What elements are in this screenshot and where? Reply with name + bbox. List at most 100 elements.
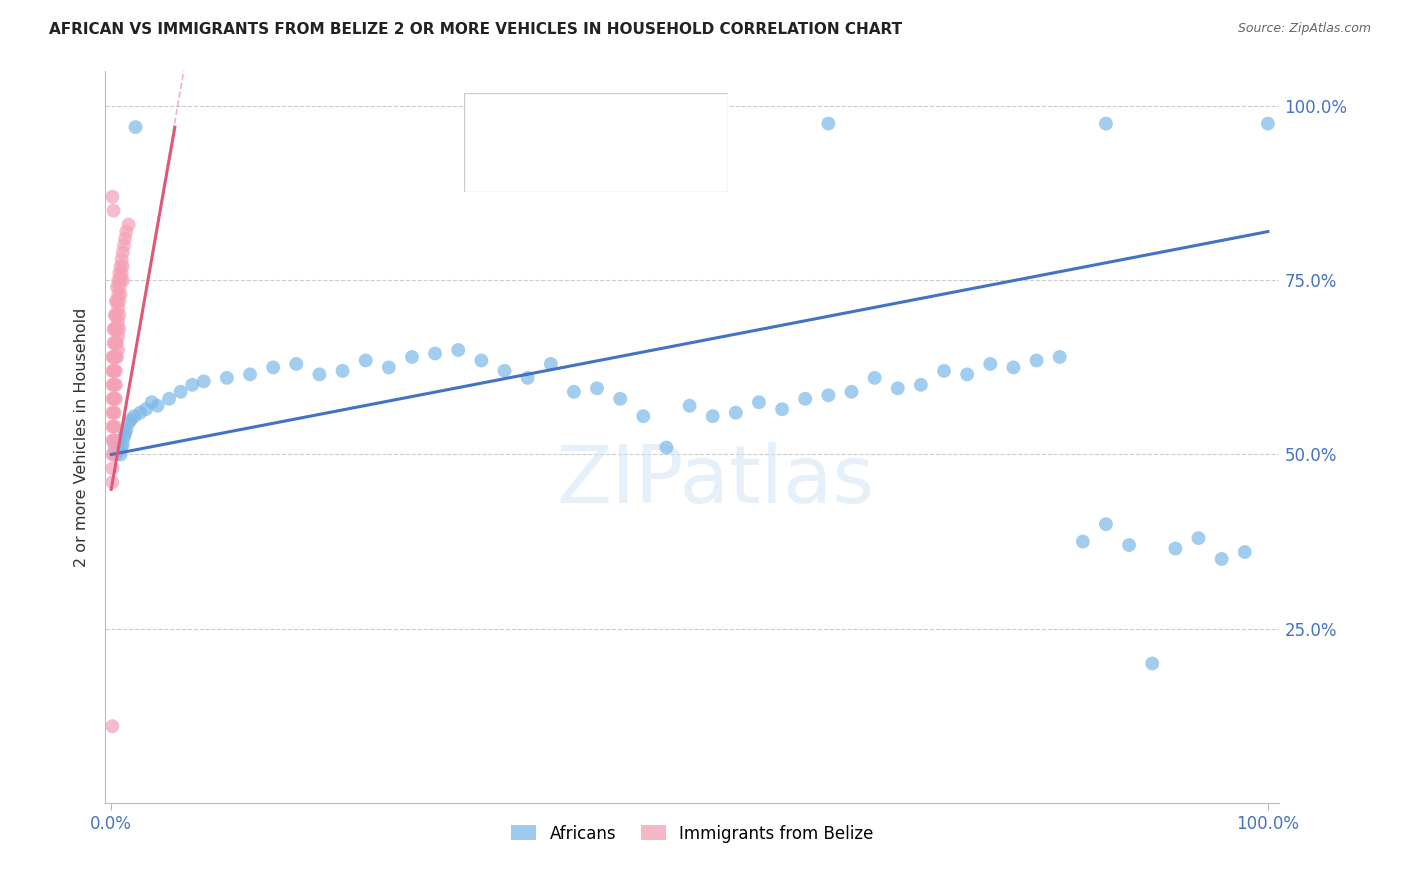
Point [104,406,127,420]
Point [108,308,131,322]
Point [169,384,191,399]
Point [108,266,131,280]
Point [470,353,492,368]
Point [494,364,516,378]
Point [817,388,839,402]
Point [104,364,127,378]
Point [910,377,932,392]
Point [193,375,215,389]
Point [120,412,142,426]
Point [124,120,146,134]
Point [932,364,955,378]
Point [104,294,127,309]
Point [112,430,135,444]
Point [103,434,125,448]
Point [101,419,124,434]
Point [308,368,330,382]
Point [633,409,655,424]
Point [104,448,127,462]
Text: AFRICAN VS IMMIGRANTS FROM BELIZE 2 OR MORE VEHICLES IN HOUSEHOLD CORRELATION CH: AFRICAN VS IMMIGRANTS FROM BELIZE 2 OR M… [49,22,903,37]
Point [609,392,631,406]
Point [111,260,134,274]
Point [157,392,180,406]
Point [748,395,770,409]
Point [101,461,124,475]
Point [1257,117,1279,131]
Point [107,301,129,316]
Point [104,350,127,364]
Point [423,346,446,360]
Point [1071,534,1094,549]
Point [101,364,124,378]
Point [863,371,886,385]
Point [104,322,127,336]
Point [239,368,262,382]
Point [105,322,128,336]
Point [107,329,129,343]
Point [104,434,127,448]
Text: ZIPatlas: ZIPatlas [557,442,875,520]
Point [129,406,152,420]
Point [115,225,138,239]
Point [103,392,125,406]
Point [104,364,127,378]
Point [103,406,125,420]
Point [104,336,127,351]
Point [678,399,700,413]
Point [1095,117,1118,131]
Point [655,441,678,455]
Point [1049,350,1071,364]
Point [103,364,125,378]
Point [1211,552,1233,566]
Point [117,416,139,430]
Point [101,434,124,448]
Point [135,402,157,417]
Point [1025,353,1047,368]
Point [108,280,131,294]
Y-axis label: 2 or more Vehicles in Household: 2 or more Vehicles in Household [75,308,90,566]
Point [110,273,132,287]
Point [124,409,146,424]
Point [1142,657,1164,671]
Point [104,377,127,392]
Point [262,360,284,375]
Point [101,190,124,204]
Point [770,402,793,417]
Point [181,377,204,392]
Point [107,343,129,357]
Point [110,287,132,301]
Point [104,308,127,322]
Point [107,444,129,458]
Point [103,336,125,351]
Point [1233,545,1256,559]
Point [540,357,562,371]
Point [724,406,747,420]
Point [956,368,979,382]
Point [702,409,724,424]
Point [104,336,127,351]
Point [285,357,308,371]
Point [110,260,132,274]
Point [115,423,138,437]
Point [101,719,124,733]
Point [215,371,238,385]
Point [141,395,163,409]
Point [111,273,134,287]
Point [103,350,125,364]
Point [117,218,139,232]
Point [101,377,124,392]
Point [887,381,910,395]
Point [110,448,132,462]
Point [1118,538,1140,552]
Point [101,475,124,490]
Point [108,434,131,448]
Point [107,315,129,329]
Point [105,308,128,322]
Point [104,392,127,406]
Legend: Africans, Immigrants from Belize: Africans, Immigrants from Belize [505,818,880,849]
Point [103,377,125,392]
Point [104,441,127,455]
Point [447,343,470,357]
Point [111,266,134,280]
Point [794,392,817,406]
